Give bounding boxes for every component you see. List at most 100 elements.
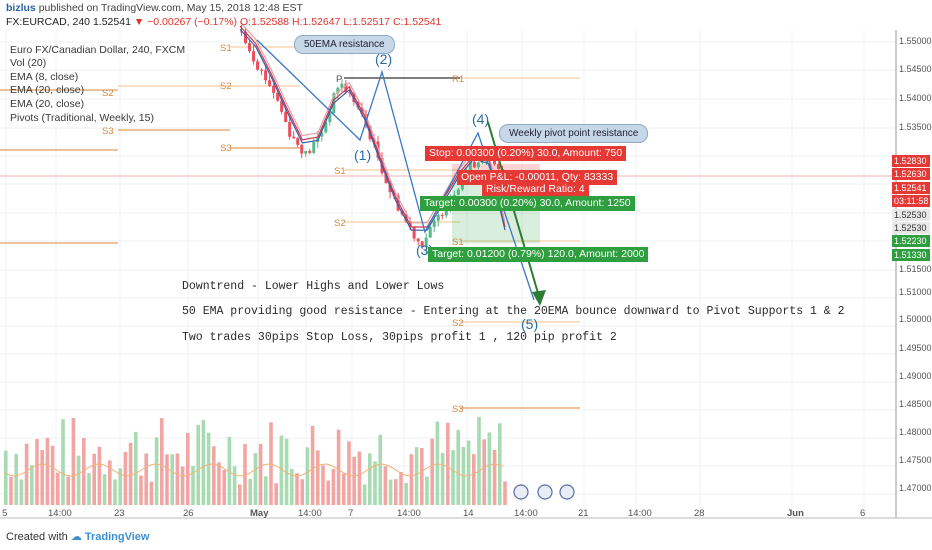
- candle-body: [444, 208, 448, 216]
- volume-bar: [435, 421, 440, 505]
- candle-body: [376, 141, 380, 158]
- candle-body: [416, 238, 420, 242]
- candle-body: [480, 161, 484, 163]
- target1-tag[interactable]: Target: 0.00300 (0.20%) 30.0, Amount: 12…: [420, 196, 635, 211]
- last-price: 1.52541: [92, 16, 131, 28]
- volume-bar: [191, 466, 195, 505]
- volume-bar: [326, 480, 330, 505]
- volume-bar: [128, 442, 133, 505]
- y-tick: 1.47500: [899, 455, 932, 465]
- volume-bar: [383, 466, 388, 505]
- x-tick: 28: [694, 508, 705, 519]
- countdown-tag: 03:11:58: [892, 195, 930, 207]
- candle-body: [280, 100, 284, 112]
- volume-bar: [45, 437, 50, 505]
- volume-bar: [321, 465, 325, 505]
- volume-bar: [108, 460, 112, 505]
- calendar-event-icon: [537, 484, 553, 500]
- candle-body: [420, 241, 424, 248]
- volume-bar: [180, 466, 185, 505]
- legend-volume[interactable]: Vol (20): [10, 57, 47, 69]
- volume-bar: [118, 468, 122, 505]
- symbol-label: FX:EURCAD, 240: [6, 16, 91, 28]
- volume-bar: [134, 431, 138, 505]
- annotation-line-3: Two trades 30pips Stop Loss, 30pips prof…: [182, 331, 617, 344]
- volume-bar: [113, 479, 117, 505]
- volume-bar: [336, 429, 341, 505]
- y-tick: 1.49500: [899, 343, 932, 353]
- volume-bar: [102, 474, 107, 505]
- volume-bar: [394, 479, 398, 505]
- tradingview-link[interactable]: TradingView: [84, 531, 150, 543]
- candle-body: [312, 142, 316, 153]
- y-tick: 1.54500: [899, 64, 932, 74]
- candle-body: [272, 85, 276, 93]
- volume-bar: [352, 456, 356, 505]
- volume-bar: [206, 432, 211, 505]
- volume-bar: [264, 476, 268, 505]
- volume-bar: [56, 472, 60, 505]
- volume-bar: [373, 461, 377, 505]
- volume-bar: [347, 441, 351, 505]
- candle-body: [456, 189, 460, 195]
- volume-bar: [40, 450, 44, 505]
- pivot-lines: [0, 46, 896, 409]
- y-tick: 1.51500: [899, 264, 932, 274]
- volume-bar: [201, 420, 206, 505]
- candle-body: [320, 132, 324, 137]
- legend-ema-8[interactable]: EMA (8, close): [10, 71, 79, 83]
- callout-weekly-pivot[interactable]: Weekly pivot point resistance: [499, 124, 649, 143]
- volume-bar: [409, 454, 414, 505]
- volume-bar: [123, 452, 128, 505]
- footer: Created with ☁ TradingView: [6, 530, 149, 543]
- callout-50ema[interactable]: 50EMA resistance: [294, 35, 395, 54]
- legend-pivots[interactable]: Pivots (Traditional, Weekly, 15): [10, 112, 154, 124]
- volume-bar: [425, 476, 429, 505]
- volume-bar: [492, 449, 497, 505]
- stop-tag[interactable]: Stop: 0.00300 (0.20%) 30.0, Amount: 750: [425, 146, 627, 161]
- target2-tag[interactable]: Target: 0.01200 (0.79%) 120.0, Amount: 2…: [428, 247, 649, 262]
- x-tick: 14:00: [628, 508, 652, 519]
- quote-line: FX:EURCAD, 240 1.52541 ▼ −0.00267 (−0.17…: [6, 16, 441, 28]
- y-tick: 1.55000: [899, 36, 932, 46]
- legend-ema-20[interactable]: EMA (20, close): [10, 84, 85, 96]
- candle-body: [436, 215, 440, 221]
- candle-body: [264, 70, 268, 81]
- volume-bar: [305, 447, 310, 505]
- y-tick: 1.48000: [899, 427, 932, 437]
- risk-reward-tag[interactable]: Risk/Reward Ratio: 4: [482, 182, 589, 197]
- calendar-event-icon: [513, 484, 529, 500]
- volume-bar: [82, 437, 86, 505]
- volume-bar: [248, 478, 252, 505]
- candle-body: [412, 227, 416, 239]
- legend-ema-20-b[interactable]: EMA (20, close): [10, 98, 85, 110]
- candle-body: [260, 69, 264, 71]
- volume-bar: [186, 432, 190, 505]
- open-pl-tag[interactable]: Open P&L: -0.00011, Qty: 83333: [457, 170, 618, 185]
- x-tick: 6: [860, 508, 866, 519]
- legend-symbol[interactable]: Euro FX/Canadian Dollar, 240, FXCM: [10, 44, 186, 56]
- volume-bar: [310, 425, 315, 505]
- candle-body: [336, 87, 340, 94]
- x-tick: 14: [463, 508, 474, 519]
- price-tag: 1.52530: [892, 222, 930, 234]
- candle-body: [340, 83, 344, 88]
- y-tick: 1.49000: [899, 371, 932, 381]
- ema-50-line: [239, 21, 506, 224]
- volume-bar: [290, 468, 294, 505]
- volume-bar: [451, 450, 455, 505]
- volume-bar: [487, 432, 492, 505]
- candle-body: [252, 51, 256, 62]
- candle-body: [288, 122, 292, 137]
- pivot-label-s2: S2: [220, 81, 232, 92]
- author-name[interactable]: bizlus: [6, 2, 36, 14]
- candle-body: [240, 31, 243, 33]
- candle-body: [300, 144, 304, 154]
- price-change: ▼ −0.00267 (−0.17%): [133, 16, 238, 28]
- candle-body: [352, 93, 356, 103]
- volume-bars: [3, 416, 507, 505]
- projection-arrow-head: [532, 290, 546, 306]
- candle-body: [276, 92, 280, 101]
- candle-body: [256, 61, 260, 70]
- volume-bar: [160, 418, 164, 505]
